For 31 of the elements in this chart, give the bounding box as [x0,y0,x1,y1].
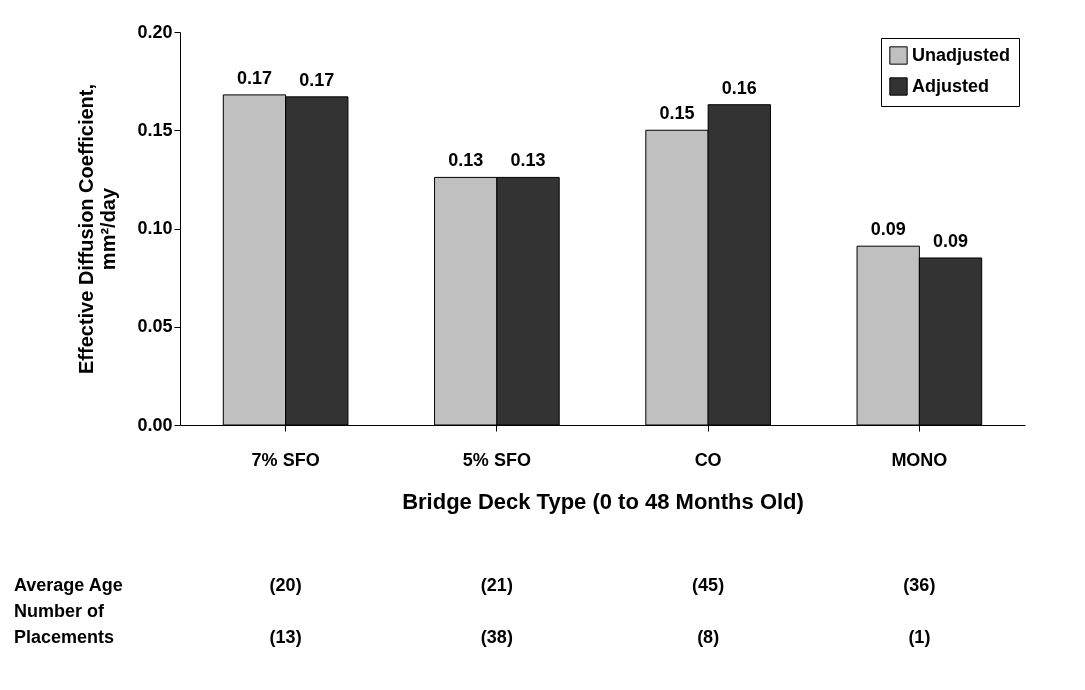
y-tick-label: 0.00 [137,414,173,435]
legend-label: Unadjusted [912,44,1011,65]
text: (20) [268,574,303,597]
text: (38) [479,626,514,649]
x-tick-label: CO [694,449,722,470]
text: Number of Placements [14,600,116,649]
text: (1) [907,626,932,649]
data-label: 0.17 [299,69,335,90]
y-axis-title: Effective Diffusion Coefficient, mm²/day [75,83,120,375]
text: (21) [479,574,514,597]
y-tick-label: 0.10 [137,218,173,238]
data-label: 0.13 [510,150,546,171]
y-tick-label: 0.15 [137,119,173,140]
data-label: 0.15 [659,103,695,124]
legend-label: Adjusted [912,75,990,96]
text: (13) [268,626,303,649]
data-label: 0.09 [870,219,906,240]
text: (36) [902,574,937,597]
x-tick-label: 7% SFO [251,449,320,470]
data-label: 0.09 [933,230,969,251]
data-label: 0.17 [236,67,272,88]
data-label: 0.16 [721,77,757,98]
x-axis-title: Bridge Deck Type (0 to 48 Months Old) [402,488,804,514]
x-tick-label: 5% SFO [462,449,531,470]
text: (45) [691,574,726,597]
y-tick-label: 0.20 [137,21,173,42]
text: Average Age [14,574,124,597]
y-tick-label: 0.05 [137,316,173,337]
x-tick-label: MONO [891,449,948,470]
text: (8) [696,626,721,649]
data-label: 0.13 [448,150,484,171]
